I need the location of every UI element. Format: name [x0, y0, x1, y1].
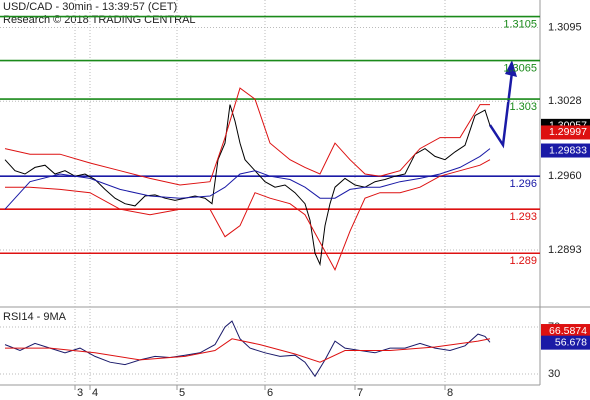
level-label: 1.289	[509, 255, 537, 267]
level-label: 1.3065	[503, 62, 537, 74]
y-tick-label: 1.2960	[548, 170, 582, 182]
forecast-arrow-head	[505, 60, 517, 77]
price-marker-label: 1.29833	[549, 144, 587, 156]
y-tick-label: 1.3095	[548, 21, 582, 33]
price-marker	[541, 125, 590, 140]
series-line	[4, 148, 491, 210]
series-line	[5, 159, 491, 271]
y-tick-label: 1.2893	[548, 244, 582, 256]
price-marker-label: 56.678	[555, 336, 587, 348]
price-marker	[541, 143, 590, 158]
level-label: 1.293	[509, 211, 537, 223]
level-label: 1.296	[509, 178, 537, 190]
x-tick-label: 6	[267, 387, 273, 399]
y-tick-label: 1.3028	[548, 95, 582, 107]
series-line	[5, 338, 491, 363]
x-tick-label: 8	[447, 387, 453, 399]
x-tick-label: 7	[357, 387, 363, 399]
forecast-arrow	[488, 71, 514, 149]
series-line	[4, 87, 490, 186]
price-marker-label: 1.29997	[549, 126, 587, 138]
y-tick-label: 30	[548, 368, 560, 380]
price-marker-label: 66.5874	[549, 325, 587, 337]
level-label: 1.303	[509, 101, 537, 113]
price-marker	[541, 335, 590, 350]
series-line	[4, 320, 491, 378]
x-tick-label: 5	[179, 387, 185, 399]
level-label: 1.3105	[503, 18, 537, 30]
x-tick-label: 3	[77, 387, 83, 399]
rsi-title: RSI14 - 9MA	[3, 311, 67, 323]
price-marker	[541, 324, 590, 339]
x-tick-label: 4	[92, 387, 98, 399]
chart-subtitle: Research © 2018 TRADING CENTRAL	[3, 14, 196, 26]
